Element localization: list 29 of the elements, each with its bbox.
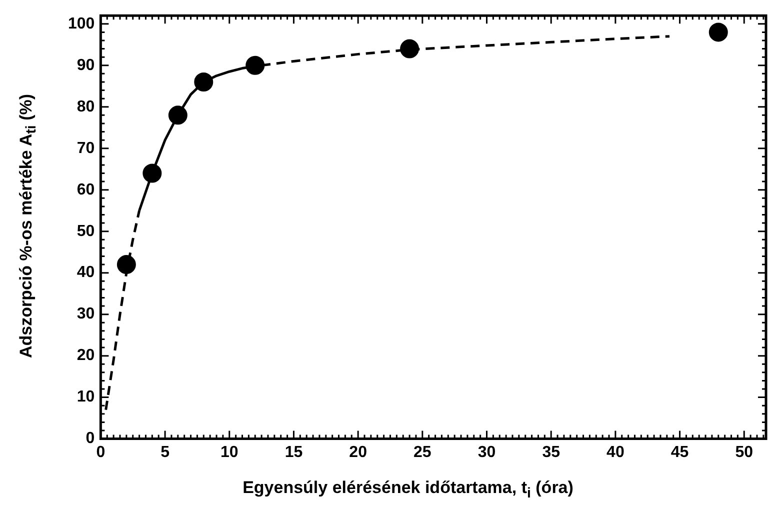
y-tick-label: 90 (76, 56, 95, 74)
x-tick-label: 40 (606, 444, 624, 461)
x-tick-label: 15 (284, 444, 303, 461)
y-tick-label: 70 (76, 140, 95, 157)
y-tick-label: 30 (76, 306, 95, 323)
point (708, 22, 728, 42)
x-tick-label: 35 (542, 444, 560, 461)
point (142, 164, 162, 183)
y-tick-label: 20 (76, 347, 95, 364)
x-axis-title: Egyensúly elérésének időtartama, t$_{i}$ (óra) (242, 478, 574, 502)
point (168, 106, 188, 125)
x-tick-label: 5 (160, 444, 170, 461)
y-tick-label: 100 (68, 15, 95, 32)
x-tick-label: 20 (349, 444, 368, 461)
point (246, 56, 265, 75)
y-tick-label: 40 (76, 264, 95, 282)
point (194, 72, 214, 92)
x-tick-label: 45 (670, 444, 689, 461)
x-tick-label: 50 (735, 444, 754, 461)
y-tick-label: 10 (76, 388, 95, 406)
point (400, 39, 420, 58)
y-tick-label: 0 (86, 430, 95, 448)
x-tick-label: 25 (414, 444, 432, 461)
point (116, 255, 136, 274)
y-tick-label: 50 (76, 222, 95, 240)
x-tick-label: 30 (478, 444, 496, 461)
y-tick-label: 60 (76, 181, 95, 198)
y-tick-label: 80 (76, 98, 95, 116)
x-tick-label: 10 (220, 444, 238, 461)
